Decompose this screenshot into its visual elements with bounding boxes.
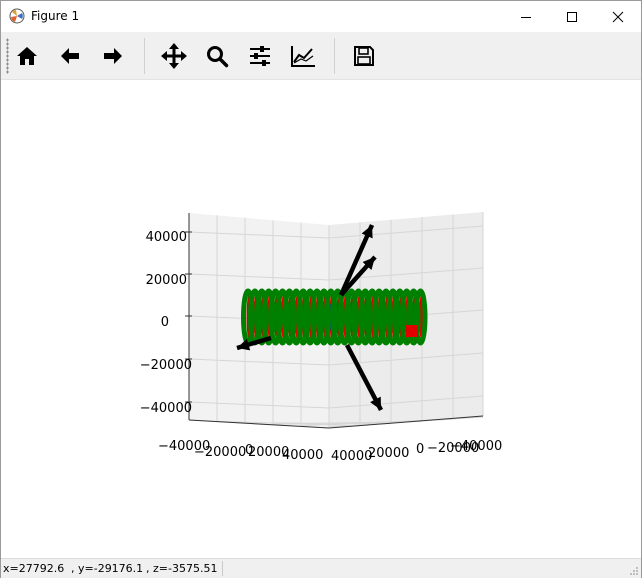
toolbar-separator xyxy=(144,38,145,74)
forward-button[interactable] xyxy=(97,40,129,72)
configure-subplots-button[interactable] xyxy=(244,40,276,72)
edit-axes-button[interactable] xyxy=(287,40,319,72)
window-title: Figure 1 xyxy=(31,9,80,23)
y-tick-label: 0 xyxy=(416,442,424,457)
home-button[interactable] xyxy=(11,40,43,72)
y-tick-label: −40000 xyxy=(450,439,502,454)
z-tick-label: 20000 xyxy=(146,273,187,288)
y-tick-label: −20000 xyxy=(427,441,479,456)
grid-line xyxy=(328,395,484,409)
maximize-icon xyxy=(567,11,577,22)
x-tick-label: 20000 xyxy=(248,445,289,460)
grid-line xyxy=(328,225,484,239)
x-tick-label: −20000 xyxy=(194,445,246,460)
status-bar: x=27792.6 , y=-29176.1 , z=-3575.51 xyxy=(1,558,641,578)
arrow-right-icon xyxy=(104,48,122,64)
pan-button[interactable] xyxy=(158,40,190,72)
z-tick-label: 0 xyxy=(161,315,169,330)
data-rings xyxy=(241,288,428,346)
resize-grip-icon[interactable] xyxy=(629,566,639,576)
cursor-z-readout: , z=-3575.51 xyxy=(146,562,218,575)
x-tick-label: 0 xyxy=(245,443,253,458)
arrow-head xyxy=(362,257,375,270)
grid-line xyxy=(188,231,330,239)
home-icon xyxy=(17,47,37,65)
minimize-button[interactable] xyxy=(503,1,549,32)
3d-axes-plot[interactable]: 40000 20000 0 −20000 −40000 −40000 −2000… xyxy=(1,80,641,558)
toolbar-grip[interactable] xyxy=(6,38,9,74)
vector-arrows xyxy=(236,224,383,412)
maximize-button[interactable] xyxy=(549,1,595,32)
x-tick-label: −40000 xyxy=(158,439,210,454)
x-tick-label: 40000 xyxy=(282,448,323,463)
back-button[interactable] xyxy=(54,40,86,72)
grid-line xyxy=(188,401,330,409)
arrow-shaft xyxy=(345,343,383,412)
status-separator xyxy=(222,561,223,576)
z-tick-label: −40000 xyxy=(140,401,192,416)
toolbar-separator xyxy=(334,38,335,74)
ring-outer xyxy=(413,288,428,346)
cursor-y-readout: , y=-29176.1 xyxy=(71,562,144,575)
y-tick-label: 20000 xyxy=(368,446,409,461)
z-tick-label: −20000 xyxy=(140,358,192,373)
navigation-toolbar xyxy=(1,32,641,80)
x-axis-line xyxy=(188,419,330,429)
arrow-left-icon xyxy=(61,48,79,64)
minimize-icon xyxy=(521,16,531,18)
close-button[interactable] xyxy=(595,1,641,32)
y-axis-line xyxy=(328,415,484,429)
zoom-button[interactable] xyxy=(201,40,233,72)
title-bar: Figure 1 xyxy=(1,1,641,32)
z-tick-label: 40000 xyxy=(146,230,187,245)
axis-lines xyxy=(185,213,484,429)
matplotlib-app-icon xyxy=(9,8,25,24)
line-chart-icon xyxy=(291,46,315,67)
cursor-x-readout: x=27792.6 xyxy=(3,562,65,575)
grid-line xyxy=(188,273,330,281)
arrow-head xyxy=(361,225,373,239)
grid-line xyxy=(188,358,330,366)
figure-canvas[interactable]: 40000 20000 0 −20000 −40000 −40000 −2000… xyxy=(1,80,641,558)
sliders-icon xyxy=(250,46,270,66)
save-button[interactable] xyxy=(348,40,380,72)
ring-highlight xyxy=(406,325,418,337)
magnifier-icon xyxy=(207,46,229,68)
arrow-head xyxy=(237,338,251,351)
arrow-head xyxy=(370,396,381,410)
arrow-shaft xyxy=(338,224,375,296)
close-icon xyxy=(612,11,624,22)
y-tick-label: 40000 xyxy=(331,449,372,464)
floppy-disk-icon xyxy=(354,46,374,66)
move-icon xyxy=(161,43,187,69)
